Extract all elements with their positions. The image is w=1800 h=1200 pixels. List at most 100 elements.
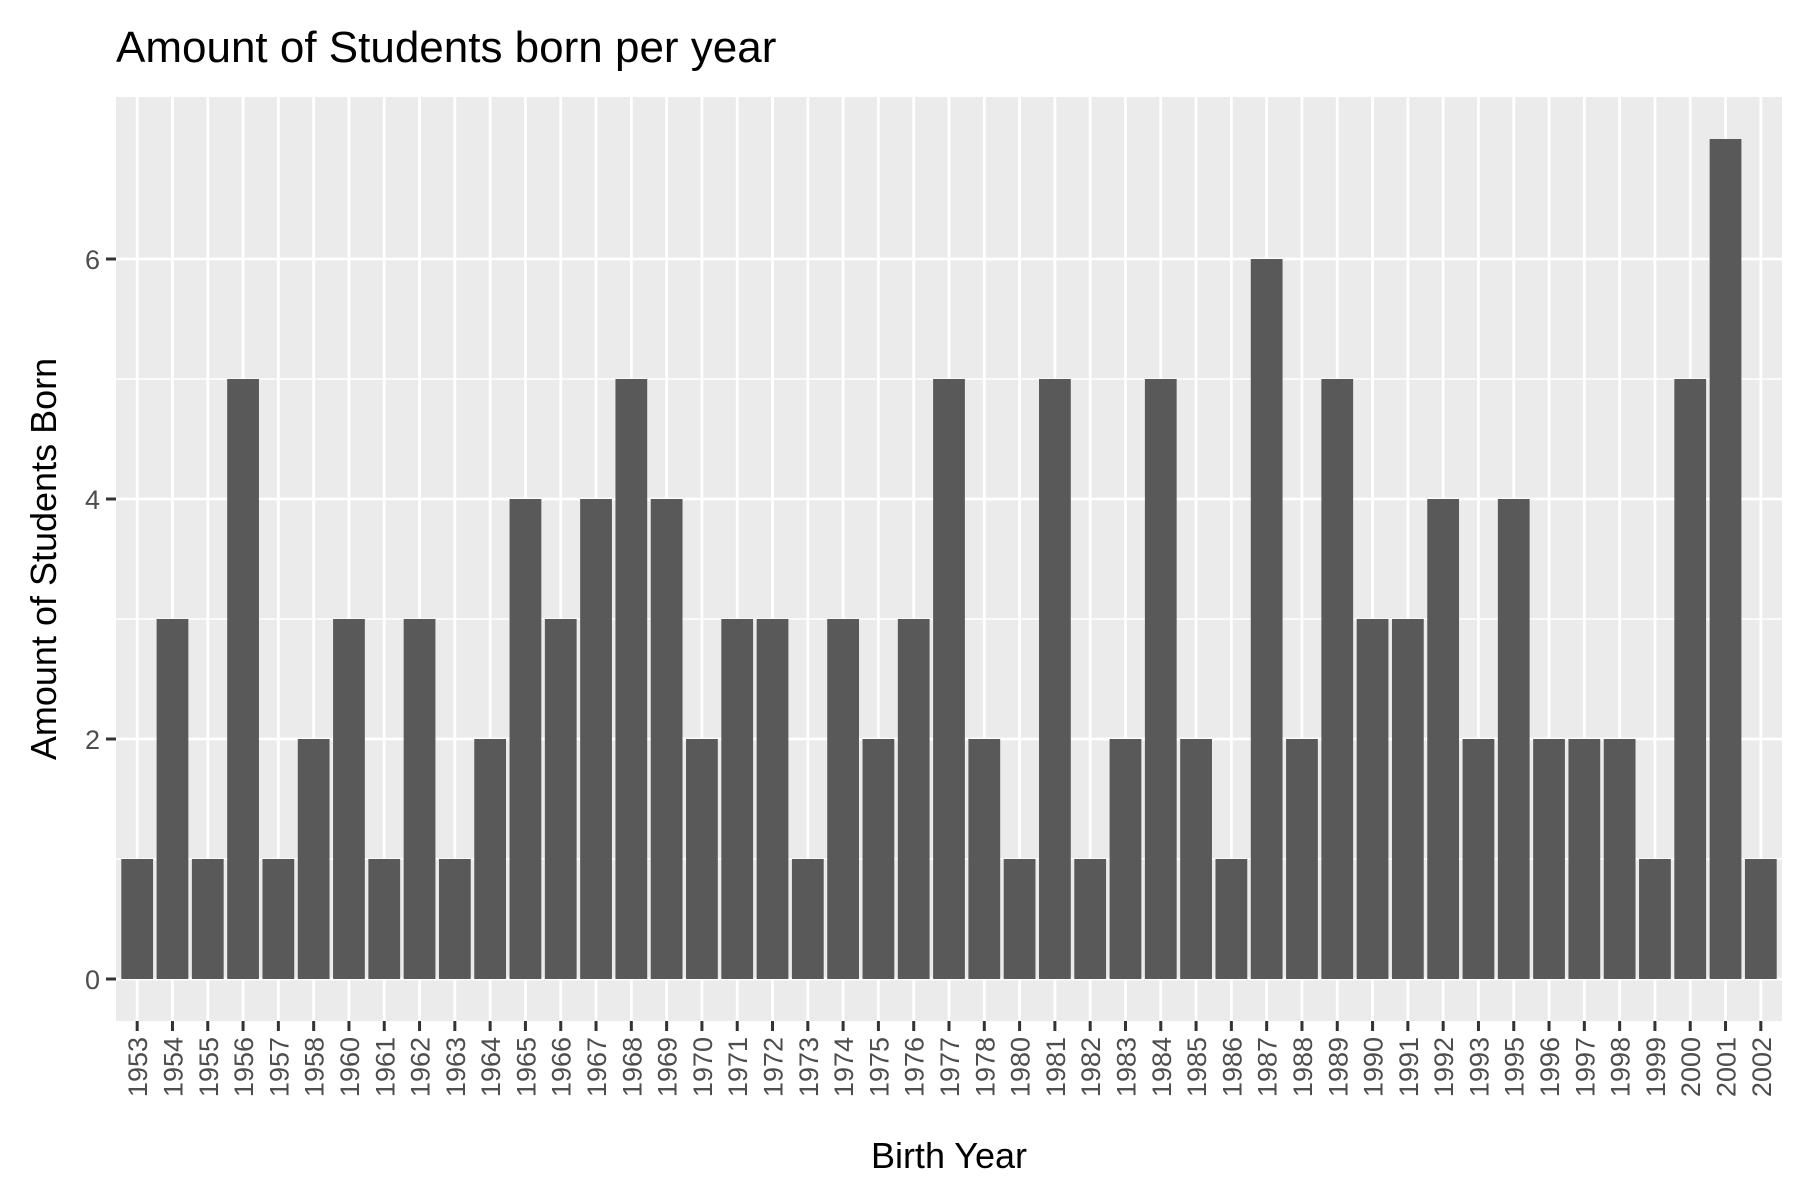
bar-1981 [1039,379,1071,979]
bar-1982 [1074,859,1107,979]
x-tick-label: 1991 [1394,1037,1424,1097]
bar-1958 [297,739,330,979]
x-tick-label: 1971 [723,1037,753,1097]
bar-1966 [544,619,577,979]
y-tick-label: 0 [85,965,100,995]
bar-1960 [333,619,365,979]
bar-1967 [580,499,612,979]
x-tick-label: 1960 [335,1037,365,1097]
x-tick-label: 1983 [1111,1037,1141,1097]
x-tick-label: 1954 [158,1037,188,1097]
x-tick-label: 1989 [1323,1037,1353,1097]
x-tick-label: 1986 [1217,1037,1247,1097]
x-tick-label: 1976 [900,1037,930,1097]
bar-1997 [1568,739,1601,979]
bar-1973 [791,859,824,979]
x-tick-label: 1996 [1535,1037,1565,1097]
bar-1969 [650,499,683,979]
x-tick-label: 1970 [688,1037,718,1097]
bar-1983 [1109,739,1142,979]
x-tick-label: 1967 [582,1037,612,1097]
y-tick-label: 2 [85,725,100,755]
y-axis-title: Amount of Students Born [23,358,64,760]
bar-1988 [1286,739,1318,979]
bar-1971 [721,619,754,979]
bar-1965 [509,499,542,979]
bar-1975 [862,739,895,979]
x-tick-label: 1963 [441,1037,471,1097]
bar-1990 [1356,619,1389,979]
bar-1992 [1427,499,1460,979]
x-tick-label: 1987 [1253,1037,1283,1097]
y-tick-label: 6 [85,245,100,275]
bar-1986 [1215,859,1248,979]
bar-1956 [227,379,259,979]
x-tick-label: 1973 [794,1037,824,1097]
bar-1961 [368,859,401,979]
bar-1955 [191,859,224,979]
bar-1962 [403,619,436,979]
bar-1993 [1462,739,1495,979]
bar-1974 [827,619,859,979]
bar-1970 [686,739,718,979]
y-tick-label: 4 [85,485,100,515]
bar-1987 [1250,259,1283,979]
x-tick-label: 1966 [547,1037,577,1097]
bar-2001 [1709,139,1742,979]
x-tick-label: 1974 [829,1037,859,1097]
x-tick-label: 1956 [229,1037,259,1097]
x-tick-label: 1968 [617,1037,647,1097]
bar-1999 [1639,859,1671,979]
bar-1980 [1003,859,1036,979]
x-tick-label: 1984 [1147,1037,1177,1097]
x-tick-label: 1955 [194,1037,224,1097]
x-tick-label: 1998 [1606,1037,1636,1097]
x-tick-label: 1993 [1464,1037,1494,1097]
bar-1957 [262,859,295,979]
x-tick-label: 1962 [406,1037,436,1097]
bar-1968 [615,379,648,979]
x-tick-label: 1953 [123,1037,153,1097]
x-tick-label: 2000 [1676,1037,1706,1097]
bar-1984 [1144,379,1177,979]
bar-1989 [1321,379,1354,979]
x-tick-label: 1978 [970,1037,1000,1097]
bar-1985 [1180,739,1212,979]
bar-2000 [1674,379,1707,979]
x-tick-label: 1957 [264,1037,294,1097]
bar-1996 [1533,739,1565,979]
bar-2002 [1744,859,1777,979]
x-tick-label: 1997 [1570,1037,1600,1097]
x-tick-label: 1988 [1288,1037,1318,1097]
bar-1978 [968,739,1001,979]
bars [121,139,1777,979]
bar-1954 [156,619,189,979]
bar-1963 [438,859,471,979]
bar-1995 [1497,499,1530,979]
chart-title: Amount of Students born per year [116,23,776,72]
x-tick-label: 2002 [1747,1037,1777,1097]
x-tick-label: 1972 [759,1037,789,1097]
bar-1953 [121,859,154,979]
x-tick-label: 1980 [1006,1037,1036,1097]
x-tick-label: 1981 [1041,1037,1071,1097]
x-tick-label: 1999 [1641,1037,1671,1097]
x-tick-label: 1995 [1500,1037,1530,1097]
bar-1977 [933,379,965,979]
x-tick-label: 2001 [1712,1037,1742,1097]
x-axis-title: Birth Year [871,1135,1027,1176]
x-tick-label: 1990 [1359,1037,1389,1097]
bar-1976 [897,619,930,979]
x-tick-label: 1969 [653,1037,683,1097]
x-tick-label: 1992 [1429,1037,1459,1097]
x-tick-label: 1985 [1182,1037,1212,1097]
x-tick-label: 1982 [1076,1037,1106,1097]
y-axis: 0 2 4 6 [85,245,116,995]
x-tick-label: 1958 [300,1037,330,1097]
x-tick-label: 1975 [864,1037,894,1097]
bar-1991 [1391,619,1424,979]
x-axis: 1953 1954 1955 1956 1957 1958 1960 1961 1962 1963… [123,1021,1777,1097]
x-tick-label: 1965 [511,1037,541,1097]
bar-1964 [474,739,507,979]
